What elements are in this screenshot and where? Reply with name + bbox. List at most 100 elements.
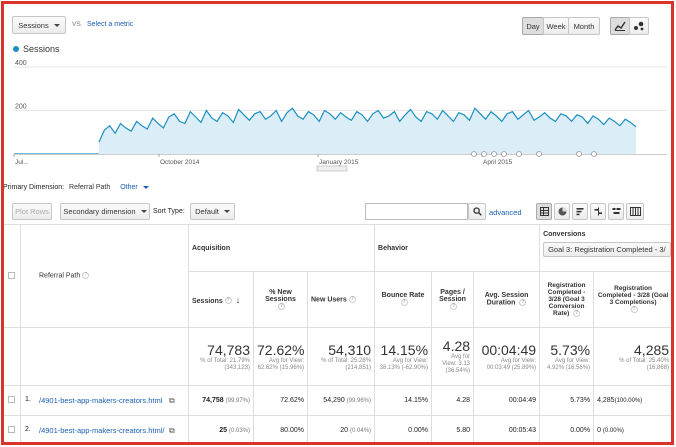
help-icon[interactable]: ? — [82, 272, 90, 280]
totals-bounce-sub: Avg for View: 38.13% (-62.90%) — [379, 357, 429, 371]
group-acquisition: Acquisition — [187, 224, 376, 272]
header-completions[interactable]: Registration Completed - 3/28 (Goal 3 Co… — [593, 271, 671, 328]
row-path-cell: 1. /4901-best-app-makers-creators.html ⧉ — [20, 385, 189, 416]
sort-type-dropdown[interactable]: Default — [190, 203, 235, 220]
totals-bounce: 14.15% Avg for View: 38.13% (-62.90%) — [374, 327, 433, 386]
help-icon[interactable]: ? — [348, 295, 356, 303]
row-bounce: 14.15% — [374, 385, 433, 416]
dimension-referral-path[interactable]: Referral Path — [69, 184, 111, 191]
vs-label: VS. — [72, 21, 83, 28]
row-sessions-value: 74,758 — [202, 397, 224, 404]
y-tick-label: 400 — [15, 60, 27, 67]
help-icon[interactable]: ? — [450, 302, 458, 310]
totals-pages-value: 4.28 — [442, 338, 471, 355]
chevron-down-icon — [223, 210, 230, 213]
header-conversion-rate[interactable]: Registration Completed - 3/28 (Goal 3 Co… — [539, 271, 595, 328]
row-pages: 5.80 — [431, 415, 475, 442]
totals-label-cell — [20, 327, 189, 386]
row-path-link[interactable]: /4901-best-app-makers-creators.html — [39, 395, 163, 405]
dimension-other-link[interactable]: Other — [120, 184, 138, 191]
goal-dropdown[interactable]: Goal 3: Registration Completed - 3/ — [543, 242, 671, 257]
header-avg-duration[interactable]: Avg. Session Duration ? — [473, 271, 541, 328]
secondary-dimension-dropdown[interactable]: Secondary dimension — [60, 203, 150, 220]
group-conversions-label: Conversions — [543, 231, 586, 238]
day-button[interactable]: Day — [522, 17, 544, 35]
totals-new-users: 54,310% of Total: 25.28% (214,851) — [306, 327, 376, 386]
help-icon[interactable]: ? — [630, 306, 638, 314]
row-new-users-pct: (0.04%) — [350, 428, 372, 434]
row-sessions: 74,758 (99.97%) — [188, 385, 254, 416]
help-icon[interactable]: ? — [278, 302, 285, 310]
data-table-view-icon[interactable] — [536, 203, 552, 220]
open-link-icon[interactable]: ⧉ — [168, 395, 175, 405]
collapse-handle — [316, 165, 348, 172]
totals-conv-rate: 5.73% Avg for View: 4.92% (16.56%) — [539, 327, 595, 386]
term-cloud-view-icon[interactable] — [608, 203, 624, 220]
totals-new-sessions: 72.62% Avg for View: 62.62% (15.96%) — [253, 327, 308, 386]
help-icon[interactable]: ? — [224, 297, 232, 305]
row-sessions-pct: (99.97%) — [225, 398, 250, 404]
header-referral-path-label: Referral Path — [39, 272, 81, 280]
header-pages-session[interactable]: Pages / Session? — [431, 271, 475, 328]
select-all-checkbox[interactable] — [8, 271, 15, 279]
week-button[interactable]: Week — [543, 17, 569, 35]
header-sessions[interactable]: Sessions? ↓ — [188, 271, 254, 328]
group-conversions: Conversions Goal 3: Registration Complet… — [539, 224, 671, 272]
row-checkbox-cell — [4, 385, 21, 416]
totals-sessions: 74,783% of Total: 21.79% (343,123) — [188, 327, 254, 386]
line-chart-icon[interactable] — [610, 17, 630, 35]
sort-type-label: Sort Type: — [153, 208, 185, 215]
totals-completions-value: 4,285 — [634, 341, 670, 358]
totals-new-users-sub: % of Total: 25.28% (214,851) — [321, 357, 372, 371]
metric-dropdown[interactable]: Sessions — [12, 16, 66, 34]
select-all-cell — [4, 224, 21, 328]
row-index: 1. — [25, 396, 31, 403]
help-icon[interactable]: ? — [573, 309, 581, 317]
row-checkbox[interactable] — [8, 396, 15, 403]
row-checkbox[interactable] — [8, 426, 15, 433]
header-bounce-rate[interactable]: Bounce Rate? — [374, 271, 433, 328]
header-new-sessions[interactable]: % New Sessions? — [253, 271, 308, 328]
table-search-input[interactable] — [365, 203, 468, 220]
metric-dropdown-label: Sessions — [18, 20, 49, 30]
row-conv-rate: 5.73% — [539, 385, 595, 416]
help-icon[interactable]: ? — [400, 299, 408, 307]
totals-sessions-value: 74,783 — [207, 341, 250, 358]
row-path-link[interactable]: /4901-best-app-makers-creators.html/ — [39, 425, 165, 435]
advanced-link[interactable]: advanced — [489, 208, 522, 217]
row-completions-pct: (0.00%) — [602, 428, 624, 434]
row-duration: 00:04:49 — [473, 385, 541, 416]
help-icon[interactable]: ? — [519, 299, 527, 307]
totals-conv-rate-value: 5.73% — [550, 341, 591, 358]
x-tick-label: January 2015 — [319, 159, 359, 166]
pie-view-icon[interactable] — [554, 203, 570, 220]
pivot-view-icon[interactable] — [626, 203, 644, 220]
row-pages: 4.28 — [431, 385, 475, 416]
annotation-marker — [576, 151, 582, 157]
performance-view-icon[interactable] — [572, 203, 588, 220]
header-referral-path[interactable]: Referral Path? — [20, 224, 189, 328]
totals-duration: 00:04:49 Avg for View: 00:03:49 (25.89%) — [473, 327, 541, 386]
totals-duration-value: 00:04:49 — [481, 341, 537, 358]
motion-chart-icon[interactable] — [629, 17, 649, 35]
open-link-icon[interactable]: ⧉ — [168, 425, 175, 435]
row-completions-pct: (100.00%) — [614, 398, 643, 404]
primary-dimension-bar: Primary Dimension: Referral Path Other — [4, 184, 149, 191]
header-new-users[interactable]: New Users? — [306, 271, 376, 328]
row-new-users-value: 20 — [340, 427, 349, 434]
sort-desc-icon[interactable]: ↓ — [235, 294, 241, 305]
sort-type-value: Default — [195, 207, 219, 216]
chevron-down-icon — [53, 23, 60, 27]
plot-rows-button[interactable]: Plot Rows — [12, 203, 52, 220]
comparison-view-icon[interactable] — [590, 203, 606, 220]
header-new-users-label: New Users — [311, 296, 347, 304]
month-button[interactable]: Month — [568, 17, 600, 35]
series-area — [99, 108, 636, 154]
row-completions: 0 (0.00%) — [593, 415, 671, 442]
header-avg-duration-label: Avg. Session Duration — [484, 292, 529, 307]
select-metric-link[interactable]: Select a metric — [87, 21, 134, 28]
search-icon[interactable] — [468, 203, 486, 220]
totals-conv-rate-sub: Avg for View: 4.92% (16.56%) — [547, 357, 591, 371]
series-line — [98, 107, 637, 143]
